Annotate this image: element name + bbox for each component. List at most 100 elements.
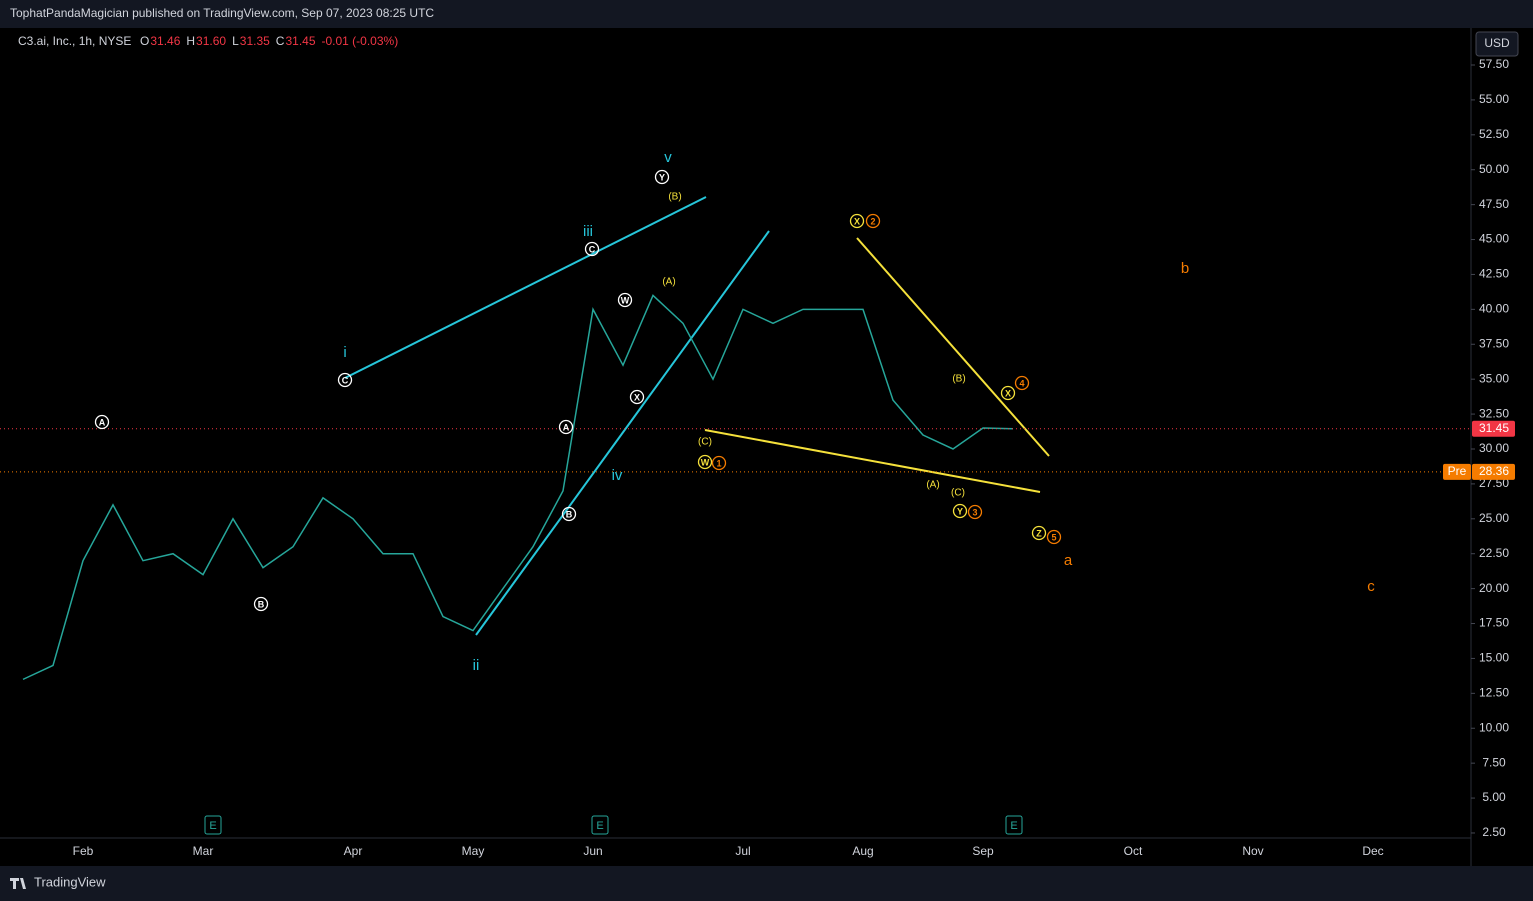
- ohlc-value: 31.60: [196, 34, 226, 48]
- wave-circle: [1014, 375, 1030, 391]
- wave-circle-label: W: [701, 457, 710, 467]
- footer-brand: TradingView: [34, 874, 106, 889]
- y-tick-label: 47.50: [1479, 197, 1509, 211]
- trendline: [704, 429, 1041, 493]
- header-bar: [0, 0, 1533, 28]
- wave-circle-label: 2: [870, 216, 875, 226]
- wave-circle: [561, 506, 577, 522]
- ohlc-label: C: [276, 34, 285, 48]
- y-tick-label: 30.00: [1479, 441, 1509, 455]
- change: -0.01 (-0.03%): [322, 34, 399, 48]
- y-tick-label: 5.00: [1482, 790, 1506, 804]
- wave-circle: [617, 292, 633, 308]
- y-tick-label: 17.50: [1479, 616, 1509, 630]
- wave-circle-label: B: [566, 509, 573, 519]
- wave-label: v: [664, 149, 672, 166]
- trendline: [344, 196, 707, 379]
- y-tick-label: 50.00: [1479, 162, 1509, 176]
- wave-circle-label: 5: [1051, 532, 1056, 542]
- wave-label: iii: [583, 223, 593, 240]
- wave-circle: [865, 213, 881, 229]
- wave-circle: [1000, 385, 1016, 401]
- wave-circle: [1031, 525, 1047, 541]
- wave-label: (A): [662, 277, 675, 288]
- y-tick-label: 57.50: [1479, 57, 1509, 71]
- earnings-label: E: [1010, 820, 1017, 832]
- wave-circle-label: B: [258, 599, 265, 609]
- y-tick-label: 25.00: [1479, 511, 1509, 525]
- trendline: [475, 230, 770, 636]
- y-tick-label: 35.00: [1479, 371, 1509, 385]
- pre-market-tag: [1443, 463, 1471, 480]
- wave-circle: [253, 596, 269, 612]
- ohlc-label: H: [186, 34, 195, 48]
- y-tick-label: 52.50: [1479, 127, 1509, 141]
- last-price-badge: [1472, 420, 1515, 437]
- trendline: [856, 237, 1050, 457]
- x-tick-label: Dec: [1362, 844, 1383, 858]
- wave-circle: [629, 389, 645, 405]
- y-tick-label: 2.50: [1482, 825, 1506, 839]
- y-tick-label: 12.50: [1479, 686, 1509, 700]
- wave-circle-label: 4: [1019, 378, 1024, 388]
- wave-circle-label: 3: [972, 507, 977, 517]
- wave-label: (A): [926, 480, 939, 491]
- wave-circle-label: X: [1005, 388, 1011, 398]
- footer-bar: [0, 866, 1533, 901]
- ohlc-label: O: [140, 34, 149, 48]
- x-tick-label: Nov: [1242, 844, 1263, 858]
- trendlines: [344, 196, 1050, 636]
- earnings-badge: [591, 815, 609, 835]
- wave-circle: [1046, 529, 1062, 545]
- wave-label: c: [1367, 578, 1375, 595]
- wave-label: (B): [952, 374, 965, 385]
- wave-circle: [849, 213, 865, 229]
- wave-circle-label: Z: [1036, 528, 1042, 538]
- y-tick-label: 45.00: [1479, 232, 1509, 246]
- wave-circle-label: A: [563, 422, 570, 432]
- wave-circle-label: Y: [957, 506, 963, 516]
- wave-circle-label: Y: [659, 172, 665, 182]
- wave-label: i: [343, 344, 346, 361]
- wave-label: (C): [951, 488, 965, 499]
- x-tick-label: Apr: [344, 844, 363, 858]
- wave-circle-label: C: [589, 244, 596, 254]
- wave-label: (B): [668, 192, 681, 203]
- currency-button[interactable]: [1475, 31, 1519, 57]
- wave-circle: [94, 414, 110, 430]
- wave-circle: [584, 241, 600, 257]
- currency[interactable]: USD: [1484, 36, 1510, 50]
- wave-circle-label: X: [634, 392, 640, 402]
- wave-circle: [967, 504, 983, 520]
- ohlc-value: 31.46: [150, 34, 180, 48]
- earnings-badge: [1005, 815, 1023, 835]
- x-tick-label: Oct: [1124, 844, 1143, 858]
- wave-label: (C): [698, 437, 712, 448]
- x-tick-label: Jun: [583, 844, 602, 858]
- y-tick-label: 20.00: [1479, 581, 1509, 595]
- wave-circle: [654, 169, 670, 185]
- header-text: TophatPandaMagician published on Trading…: [10, 6, 434, 20]
- ohlc-label: L: [232, 34, 239, 48]
- wave-circle-label: 1: [716, 458, 721, 468]
- wave-circle: [711, 455, 727, 471]
- earnings-label: E: [596, 820, 603, 832]
- x-tick-label: Aug: [852, 844, 873, 858]
- y-tick-label: 32.50: [1479, 406, 1509, 420]
- x-tick-label: May: [462, 844, 485, 858]
- wave-label: ii: [473, 657, 480, 674]
- wave-circle-label: X: [854, 216, 860, 226]
- x-tick-label: Feb: [73, 844, 94, 858]
- earnings-label: E: [209, 820, 216, 832]
- x-tick-label: Sep: [972, 844, 994, 858]
- pre-market-value: 28.36: [1479, 464, 1509, 478]
- y-tick-label: 10.00: [1479, 720, 1509, 734]
- y-tick-label: 40.00: [1479, 302, 1509, 316]
- wave-circle: [952, 503, 968, 519]
- last-price-value: 31.45: [1479, 421, 1509, 435]
- y-tick-label: 55.00: [1479, 92, 1509, 106]
- y-tick-label: 7.50: [1482, 755, 1506, 769]
- wave-circle-label: W: [621, 295, 630, 305]
